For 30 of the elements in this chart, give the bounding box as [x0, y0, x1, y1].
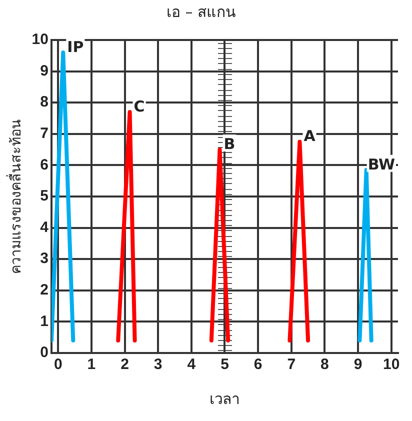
- x-tick-label: 0: [54, 356, 62, 374]
- y-axis-title: ความแรงของคลื่นสะท้อน: [6, 119, 24, 274]
- x-tick-label: 10: [382, 356, 400, 374]
- x-tick-label: 5: [220, 356, 229, 374]
- y-tick-label: 8: [40, 94, 48, 111]
- y-tick-label: 4: [40, 218, 50, 236]
- y-tick-label: 10: [32, 31, 48, 48]
- y-tick-label: 6: [40, 156, 48, 174]
- x-tick-label: 7: [287, 356, 296, 374]
- y-tick-label: 7: [40, 125, 48, 142]
- annotation: C: [134, 97, 145, 116]
- x-tick-label: 6: [254, 356, 262, 374]
- x-tick-label: 8: [320, 356, 329, 374]
- x-tick-label: 1: [87, 356, 96, 374]
- chart-title: เอ – สแกน: [166, 2, 236, 21]
- y-tick-label: 3: [40, 250, 48, 268]
- annotation: BW: [368, 155, 396, 174]
- annotation: IP: [67, 38, 84, 56]
- x-tick-label: 2: [120, 356, 129, 374]
- y-tick-label: 5: [40, 188, 48, 205]
- y-tick-label: 1: [40, 312, 48, 330]
- x-axis-title: เวลา: [210, 391, 240, 408]
- x-tick-label: 4: [187, 356, 196, 374]
- x-tick-label: 3: [154, 356, 162, 374]
- annotation: B: [224, 134, 236, 153]
- y-tick-label: 9: [40, 62, 48, 80]
- y-tick-label: 2: [40, 282, 48, 299]
- y-tick-label: 0: [40, 344, 48, 362]
- x-tick-label: 9: [354, 356, 362, 374]
- annotation: A: [304, 127, 316, 146]
